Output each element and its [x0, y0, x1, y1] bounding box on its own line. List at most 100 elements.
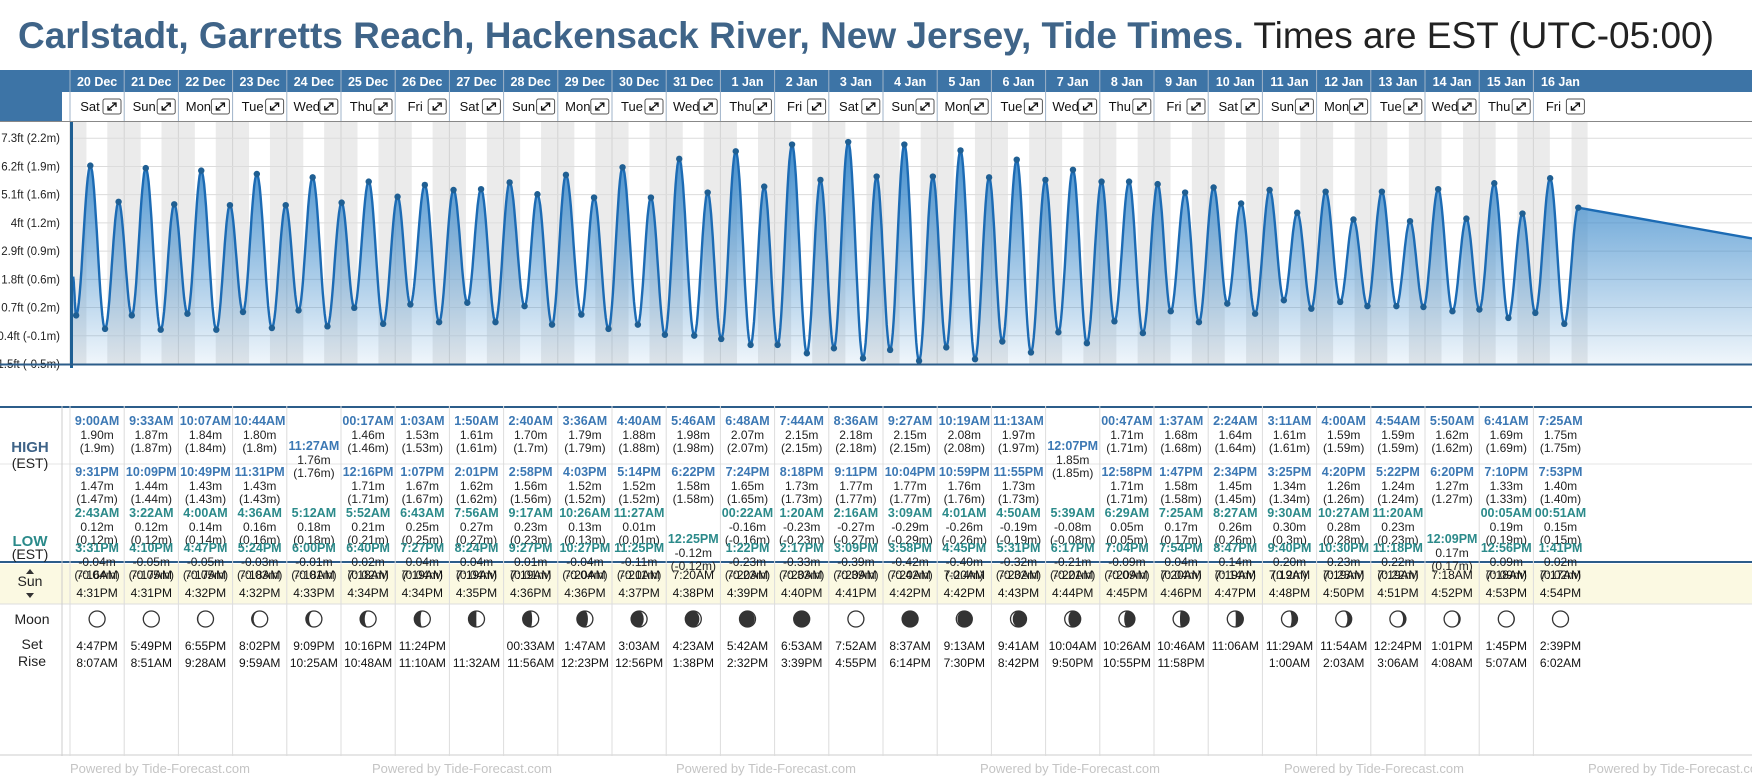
low-tide-point[interactable] — [691, 332, 698, 339]
high-tide-point[interactable] — [985, 174, 993, 181]
low-tide-point[interactable] — [72, 312, 80, 319]
low-tide-point[interactable] — [128, 312, 136, 319]
high-tide-point[interactable] — [704, 189, 711, 196]
low-tide-point[interactable] — [268, 324, 276, 332]
low-tide-point[interactable] — [1195, 318, 1203, 326]
expand-day-button[interactable] — [1349, 98, 1369, 115]
high-tide-point[interactable] — [309, 174, 316, 181]
high-tide-point[interactable] — [619, 164, 626, 171]
high-tide-point[interactable] — [450, 186, 457, 194]
high-tide-point[interactable] — [1237, 200, 1245, 207]
high-tide-point[interactable] — [590, 194, 598, 201]
expand-day-button[interactable] — [1457, 98, 1477, 115]
high-tide-point[interactable] — [1210, 184, 1217, 191]
high-tide-point[interactable] — [1125, 178, 1133, 185]
high-tide-point[interactable] — [817, 176, 824, 184]
expand-day-button[interactable] — [265, 98, 285, 115]
low-tide-point[interactable] — [435, 318, 443, 326]
expand-day-button[interactable] — [1511, 98, 1531, 115]
low-tide-point[interactable] — [915, 357, 923, 365]
high-tide-point[interactable] — [1266, 186, 1273, 194]
low-tide-point[interactable] — [971, 355, 979, 363]
high-tide-point[interactable] — [1098, 178, 1105, 185]
expand-day-button[interactable] — [210, 98, 230, 115]
low-tide-point[interactable] — [1476, 306, 1483, 313]
expand-day-button[interactable] — [1186, 98, 1206, 115]
high-tide-point[interactable] — [506, 179, 513, 186]
expand-day-button[interactable] — [156, 98, 176, 115]
low-tide-point[interactable] — [1280, 297, 1288, 304]
high-tide-point[interactable] — [676, 155, 683, 163]
high-tide-point[interactable] — [1378, 188, 1386, 195]
high-tide-point[interactable] — [1042, 176, 1049, 184]
high-tide-point[interactable] — [115, 198, 122, 205]
high-tide-point[interactable] — [1491, 180, 1498, 187]
expand-day-button[interactable] — [1565, 98, 1585, 115]
high-tide-point[interactable] — [171, 201, 178, 208]
high-tide-point[interactable] — [253, 170, 261, 178]
high-tide-point[interactable] — [421, 181, 429, 189]
high-tide-point[interactable] — [1069, 166, 1077, 173]
high-tide-point[interactable] — [1519, 210, 1526, 217]
low-tide-point[interactable] — [1308, 305, 1315, 312]
expand-day-button[interactable] — [698, 98, 718, 115]
high-tide-point[interactable] — [788, 141, 796, 148]
low-tide-point[interactable] — [1027, 349, 1035, 356]
high-tide-point[interactable] — [732, 148, 739, 155]
low-tide-point[interactable] — [1083, 339, 1091, 347]
low-tide-point[interactable] — [324, 323, 331, 330]
high-tide-point[interactable] — [1546, 175, 1554, 182]
low-tide-point[interactable] — [1336, 298, 1344, 306]
low-tide-point[interactable] — [1393, 302, 1400, 310]
expand-day-button[interactable] — [536, 98, 556, 115]
expand-day-button[interactable] — [861, 98, 881, 115]
high-tide-point[interactable] — [929, 173, 937, 180]
expand-day-button[interactable] — [1240, 98, 1260, 115]
low-tide-point[interactable] — [1251, 310, 1259, 317]
low-tide-point[interactable] — [548, 321, 556, 328]
expand-day-button[interactable] — [590, 98, 610, 115]
low-tide-point[interactable] — [1561, 320, 1568, 328]
high-tide-point[interactable] — [761, 183, 768, 190]
high-tide-point[interactable] — [282, 201, 289, 209]
high-tide-point[interactable] — [562, 171, 570, 179]
expand-day-button[interactable] — [752, 98, 772, 115]
expand-day-button[interactable] — [1403, 98, 1423, 115]
expand-day-button[interactable] — [969, 98, 989, 115]
high-tide-point[interactable] — [957, 147, 964, 154]
expand-day-button[interactable] — [481, 98, 501, 115]
expand-day-button[interactable] — [102, 98, 122, 115]
low-tide-point[interactable] — [605, 325, 612, 333]
expand-day-button[interactable] — [915, 98, 935, 115]
high-tide-point[interactable] — [226, 201, 234, 209]
high-tide-point[interactable] — [647, 194, 655, 201]
low-tide-point[interactable] — [747, 341, 754, 349]
high-tide-point[interactable] — [1013, 156, 1020, 163]
low-tide-point[interactable] — [803, 350, 811, 357]
low-tide-point[interactable] — [886, 346, 894, 354]
low-tide-point[interactable] — [184, 310, 191, 317]
low-tide-point[interactable] — [634, 321, 642, 328]
high-tide-point[interactable] — [1406, 217, 1414, 225]
low-tide-point[interactable] — [379, 320, 387, 328]
high-tide-point[interactable] — [873, 173, 880, 180]
low-tide-point[interactable] — [1224, 300, 1231, 307]
low-tide-point[interactable] — [1139, 329, 1147, 337]
high-tide-point[interactable] — [1154, 180, 1161, 188]
low-tide-point[interactable] — [407, 301, 414, 308]
low-tide-point[interactable] — [239, 308, 247, 316]
high-tide-point[interactable] — [1434, 185, 1442, 193]
low-tide-point[interactable] — [1505, 314, 1512, 322]
low-tide-point[interactable] — [943, 344, 950, 351]
high-tide-point[interactable] — [1181, 189, 1189, 196]
low-tide-point[interactable] — [718, 335, 725, 343]
high-tide-point[interactable] — [477, 185, 485, 193]
low-tide-point[interactable] — [1167, 308, 1174, 315]
low-tide-point[interactable] — [521, 302, 528, 310]
expand-day-button[interactable] — [807, 98, 827, 115]
high-tide-point[interactable] — [1322, 188, 1329, 195]
expand-day-button[interactable] — [319, 98, 339, 115]
expand-day-button[interactable] — [1294, 98, 1314, 115]
low-tide-point[interactable] — [859, 355, 867, 362]
high-tide-point[interactable] — [338, 199, 345, 206]
